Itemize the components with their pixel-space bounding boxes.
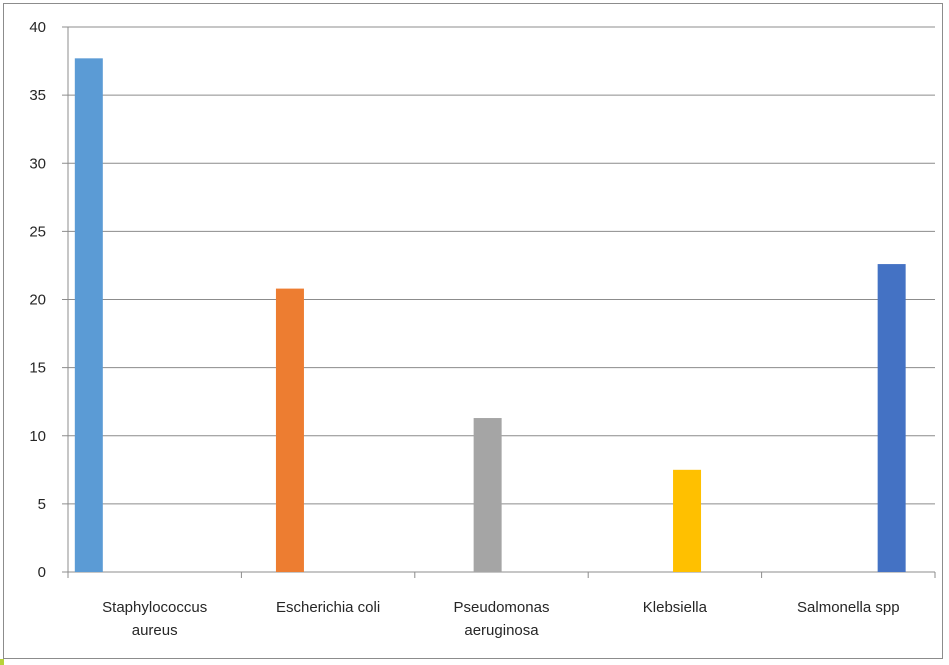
x-category-label: Pseudomonas [454,599,550,616]
y-tick-label: 5 [38,496,46,513]
y-tick-label: 25 [29,223,46,240]
y-tick-label: 40 [29,19,46,36]
y-tick-label: 15 [29,360,46,377]
y-tick-label: 10 [29,428,46,445]
x-category-label: Klebsiella [643,599,708,616]
y-tick-label: 0 [38,564,46,581]
axis-labels: 0 5 10 15 20 25 30 35 40 Staphylococcus aureus Esch… [29,19,899,639]
chart-frame [3,3,943,659]
bar [673,469,702,572]
x-category-label: aureus [132,622,178,639]
x-category-label: Staphylococcus [102,599,207,616]
corner-mark [0,659,4,665]
x-category-label: Escherichia coli [276,599,380,616]
y-tick-label: 20 [29,292,46,309]
bar [473,418,502,572]
bar [74,58,103,572]
y-tick-label: 35 [29,87,46,104]
y-tick-label: 30 [29,155,46,172]
x-category-label: aeruginosa [464,622,539,639]
bar [275,288,304,572]
bars [74,58,906,572]
x-category-label: Salmonella spp [797,599,900,616]
bar [877,264,906,572]
